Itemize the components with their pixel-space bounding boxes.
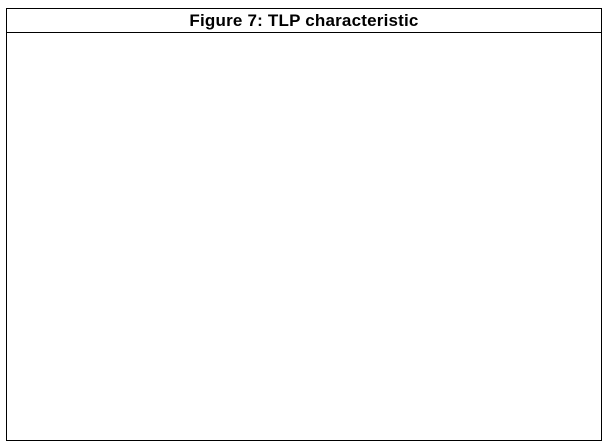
y-tick-label: 10 — [66, 264, 76, 274]
minor-grid — [86, 73, 548, 399]
major-grid — [85, 72, 549, 400]
y-tick-label: 20 — [66, 133, 76, 143]
x-tick-label: 45 — [543, 405, 553, 415]
x-tick-label: 20 — [81, 405, 91, 415]
series-line — [224, 126, 432, 401]
series-layer — [224, 126, 432, 401]
y-tick-label: 5 — [71, 329, 76, 339]
x-tick-label: 35 — [358, 405, 368, 415]
x-tick-label: 30 — [266, 405, 276, 415]
y-tick-label: 25 — [66, 68, 76, 78]
y-tick-label: 15 — [66, 198, 76, 208]
y-tick-label: 0 — [71, 394, 76, 404]
x-axis-title: VCL (V) — [488, 375, 527, 391]
x-tick-label: 40 — [451, 405, 461, 415]
tick-labels: 20 25 30 35 40 45 0 5 10 15 20 25 — [66, 68, 553, 415]
x-tick-label: 25 — [173, 405, 183, 415]
